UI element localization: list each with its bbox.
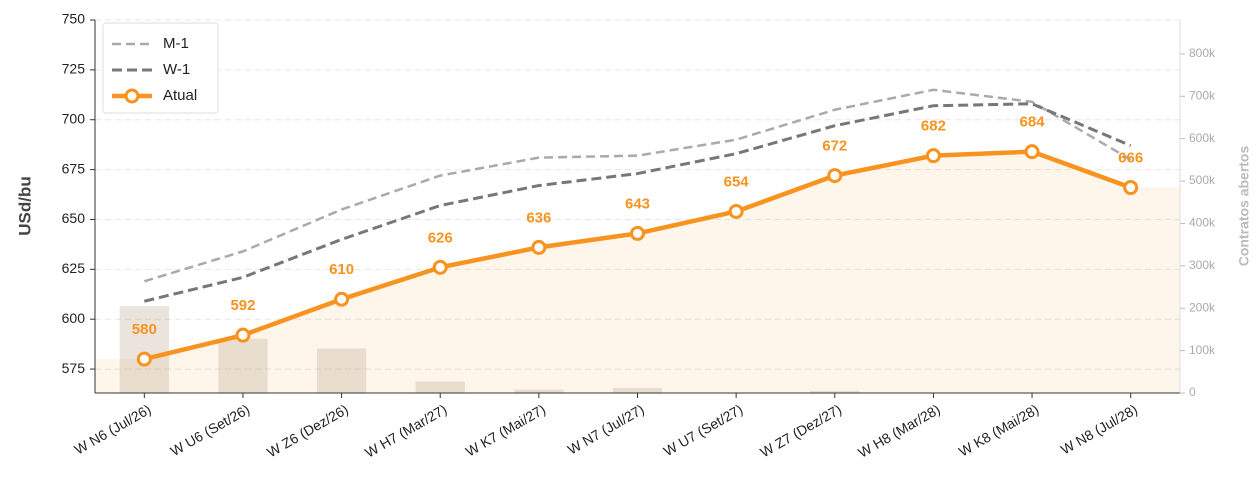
marker bbox=[531, 239, 547, 255]
y2-tick-label: 300k bbox=[1189, 258, 1216, 272]
y2-tick-label: 700k bbox=[1189, 88, 1216, 102]
y-tick-label: 725 bbox=[62, 61, 86, 77]
y-tick-label: 650 bbox=[62, 210, 86, 226]
legend-marker bbox=[124, 88, 140, 104]
data-label: 684 bbox=[1020, 114, 1046, 131]
x-tick-label: W N6 (Jul/26) bbox=[72, 401, 154, 458]
marker bbox=[136, 351, 152, 367]
marker bbox=[728, 203, 744, 219]
legend-label: M-1 bbox=[163, 35, 189, 52]
y-tick-label: 700 bbox=[62, 110, 86, 126]
marker bbox=[827, 168, 843, 184]
y2-tick-label: 400k bbox=[1189, 216, 1216, 230]
x-tick-label: W N8 (Jul/28) bbox=[1058, 401, 1140, 458]
y-tick-label: 675 bbox=[62, 160, 86, 176]
bar bbox=[218, 338, 268, 393]
data-label: 610 bbox=[329, 261, 354, 278]
x-tick-label: W H7 (Mar/27) bbox=[362, 401, 449, 461]
marker bbox=[1024, 144, 1040, 160]
y2-tick-label: 0 bbox=[1189, 385, 1196, 399]
x-tick-label: W U7 (Set/27) bbox=[661, 401, 746, 459]
series-line bbox=[143, 102, 1132, 303]
legend-box bbox=[102, 22, 219, 114]
marker bbox=[1123, 180, 1139, 196]
y2-tick-label: 600k bbox=[1189, 131, 1216, 145]
x-tick-label: W K7 (Mai/27) bbox=[463, 401, 548, 460]
y2-axis-label: Contratos abertos bbox=[1236, 146, 1252, 267]
y2-tick-label: 200k bbox=[1189, 300, 1216, 314]
marker bbox=[334, 291, 350, 307]
y2-tick-label: 500k bbox=[1189, 173, 1216, 187]
y-tick-label: 600 bbox=[62, 310, 86, 326]
bar bbox=[415, 381, 465, 393]
data-label: 643 bbox=[625, 195, 650, 212]
y2-tick-label: 800k bbox=[1189, 46, 1216, 60]
x-tick-label: W K8 (Mai/28) bbox=[956, 401, 1041, 460]
data-label: 654 bbox=[724, 173, 750, 190]
x-tick-label: W Z7 (Dez/27) bbox=[757, 401, 844, 460]
x-tick-label: W U6 (Set/26) bbox=[167, 401, 252, 459]
y-tick-label: 750 bbox=[62, 11, 86, 27]
marker bbox=[432, 259, 448, 275]
bar bbox=[514, 389, 564, 393]
data-label: 580 bbox=[132, 321, 157, 338]
legend-label: Atual bbox=[163, 87, 197, 104]
marker bbox=[235, 327, 251, 343]
data-label: 626 bbox=[428, 229, 453, 246]
bar bbox=[316, 348, 367, 393]
bar bbox=[119, 306, 169, 393]
data-label: 636 bbox=[526, 209, 551, 226]
data-label: 672 bbox=[822, 138, 847, 155]
y-tick-label: 575 bbox=[62, 360, 86, 376]
y2-tick-label: 100k bbox=[1189, 343, 1216, 357]
x-tick-label: W Z6 (Dez/26) bbox=[264, 401, 351, 460]
x-tick-label: W H8 (Mar/28) bbox=[855, 401, 942, 461]
y-axis-label: USd/bu bbox=[15, 176, 34, 236]
data-label: 592 bbox=[230, 297, 255, 314]
data-label: 682 bbox=[921, 118, 946, 135]
marker bbox=[925, 148, 941, 164]
marker bbox=[630, 225, 645, 241]
bar bbox=[612, 387, 663, 393]
area-fill bbox=[95, 151, 1180, 393]
y-tick-label: 625 bbox=[62, 260, 86, 276]
series-line bbox=[143, 88, 1132, 283]
data-label: 666 bbox=[1118, 150, 1143, 167]
legend: M-1 W-1 Atual bbox=[102, 22, 219, 114]
bar bbox=[810, 390, 860, 393]
x-tick-label: W N7 (Jul/27) bbox=[565, 401, 647, 458]
legend-label: W-1 bbox=[163, 61, 190, 78]
